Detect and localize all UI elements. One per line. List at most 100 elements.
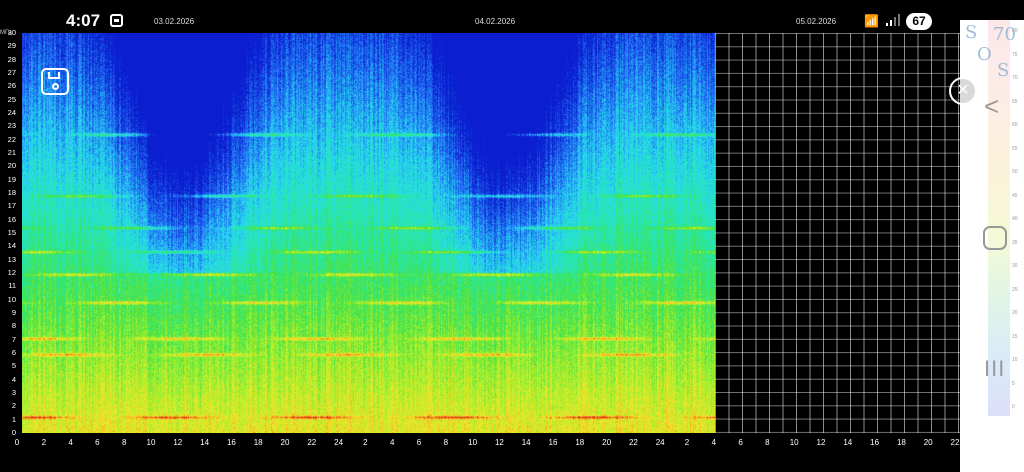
y-tick-label: 10 bbox=[7, 294, 16, 304]
y-tick-label: 11 bbox=[8, 281, 16, 291]
x-tick-label: 14 bbox=[200, 438, 210, 447]
y-tick-label: 8 bbox=[11, 321, 16, 331]
x-tick-label: 4 bbox=[389, 438, 395, 447]
scale-tick-label: 25 bbox=[1012, 286, 1018, 293]
y-tick-label: 6 bbox=[11, 348, 16, 357]
scale-tick-label: 10 bbox=[1012, 357, 1018, 363]
x-tick-label: 22 bbox=[628, 438, 638, 447]
x-tick-label: 10 bbox=[789, 438, 799, 447]
status-bar: 4:07 03.02.2026 04.02.2026 05.02.2026 📶 … bbox=[0, 0, 960, 34]
x-tick-label: 6 bbox=[416, 438, 422, 447]
home-icon[interactable] bbox=[983, 226, 1007, 250]
x-tick-label: 2 bbox=[41, 438, 47, 447]
scale-tick-label: 20 bbox=[1012, 310, 1018, 316]
y-tick-label: 17 bbox=[7, 201, 16, 211]
y-tick-label: 16 bbox=[7, 214, 16, 224]
date-label: 05.02.2026 bbox=[796, 17, 837, 26]
y-tick-label: 9 bbox=[11, 308, 16, 317]
color-scale bbox=[988, 20, 1010, 416]
x-tick-label: 22 bbox=[950, 438, 960, 447]
svg-text:S: S bbox=[997, 60, 1009, 78]
x-tick-label: 16 bbox=[226, 438, 236, 447]
y-tick-label: 23 bbox=[7, 121, 16, 131]
x-tick-label: 4 bbox=[68, 438, 73, 447]
y-tick-label: 2 bbox=[11, 401, 16, 411]
x-tick-label: 2 bbox=[684, 438, 690, 447]
scale-tick-label: 50 bbox=[1012, 169, 1018, 175]
y-tick-label: 28 bbox=[7, 54, 16, 64]
x-tick-label: 10 bbox=[146, 438, 156, 447]
y-tick-label: 25 bbox=[7, 94, 16, 104]
x-tick-label: 18 bbox=[896, 438, 906, 447]
x-tick-label: 8 bbox=[765, 438, 770, 447]
y-tick-label: 22 bbox=[7, 134, 16, 144]
scale-tick-label: 0 bbox=[1012, 404, 1015, 410]
y-tick-label: 15 bbox=[7, 228, 16, 237]
x-tick-label: 24 bbox=[334, 438, 344, 447]
x-tick-label: 20 bbox=[602, 438, 612, 447]
x-tick-label: 8 bbox=[121, 438, 127, 447]
scale-tick-label: 5 bbox=[1012, 380, 1015, 387]
y-tick-label: 3 bbox=[11, 388, 16, 397]
x-tick-label: 20 bbox=[280, 438, 290, 447]
y-tick-label: 14 bbox=[7, 241, 16, 251]
date-label: 04.02.2026 bbox=[475, 17, 516, 26]
signal-icon bbox=[886, 14, 900, 26]
clock: 4:07 bbox=[66, 11, 101, 30]
x-tick-label: 12 bbox=[173, 438, 183, 447]
scale-tick-label: 60 bbox=[1012, 122, 1018, 128]
y-axis-unit: МГц bbox=[0, 30, 12, 36]
y-tick-label: 4 bbox=[11, 374, 16, 384]
x-tick-label: 8 bbox=[443, 438, 449, 447]
scale-tick-label: 30 bbox=[1012, 263, 1018, 269]
y-tick-label: 20 bbox=[7, 161, 16, 171]
scale-tick-label: 45 bbox=[1012, 192, 1018, 199]
svg-text:S: S bbox=[965, 22, 977, 43]
y-tick-label: 24 bbox=[7, 108, 16, 117]
y-tick-label: 19 bbox=[7, 174, 16, 184]
y-tick-label: 1 bbox=[11, 414, 16, 424]
screen-record-icon bbox=[110, 14, 123, 27]
scale-tick-label: 15 bbox=[1012, 333, 1018, 340]
x-tick-label: 16 bbox=[548, 438, 558, 447]
sos-logo: S 70 O S bbox=[963, 20, 1021, 81]
back-icon[interactable]: < bbox=[984, 91, 1000, 121]
y-tick-label: 27 bbox=[7, 68, 16, 77]
svg-text:70: 70 bbox=[993, 24, 1016, 45]
scale-tick-label: 55 bbox=[1012, 145, 1018, 152]
y-tick-label: 7 bbox=[11, 334, 16, 344]
y-tick-label: 29 bbox=[7, 41, 16, 51]
spectrogram-heatmap bbox=[22, 33, 715, 433]
x-tick-label: 6 bbox=[95, 438, 100, 447]
empty-time-grid bbox=[715, 33, 960, 433]
y-tick-label: 18 bbox=[7, 188, 16, 197]
x-tick-label: 12 bbox=[494, 438, 504, 447]
scale-tick-label: 65 bbox=[1012, 98, 1018, 105]
x-tick-label: 16 bbox=[870, 438, 880, 447]
x-tick-label: 20 bbox=[923, 438, 933, 447]
save-button[interactable] bbox=[41, 68, 69, 95]
x-tick-label: 6 bbox=[738, 438, 743, 447]
svg-text:O: O bbox=[977, 44, 992, 65]
y-tick-label: 13 bbox=[7, 254, 16, 264]
y-tick-label: 12 bbox=[7, 268, 16, 277]
battery-badge: 67 bbox=[906, 13, 932, 30]
x-tick-label: 18 bbox=[253, 438, 263, 447]
recents-icon[interactable]: III bbox=[984, 356, 1006, 381]
x-tick-label: 24 bbox=[655, 438, 665, 447]
x-tick-label: 10 bbox=[468, 438, 478, 447]
scale-tick-label: 70 bbox=[1012, 75, 1018, 81]
wifi-icon: 📶 bbox=[864, 14, 879, 28]
close-icon[interactable]: × bbox=[949, 77, 977, 105]
y-tick-label: 26 bbox=[7, 81, 16, 91]
y-tick-label: 21 bbox=[7, 148, 16, 157]
y-tick-label: 5 bbox=[11, 361, 16, 371]
x-tick-label: 4 bbox=[711, 438, 717, 447]
x-tick-label: 14 bbox=[521, 438, 531, 447]
x-tick-label: 14 bbox=[843, 438, 853, 447]
x-tick-label: 2 bbox=[363, 438, 368, 447]
scale-tick-label: 40 bbox=[1012, 216, 1018, 222]
date-label: 03.02.2026 bbox=[154, 17, 195, 26]
y-tick-label: 30 bbox=[7, 28, 16, 37]
scale-tick-label: 35 bbox=[1012, 239, 1018, 246]
